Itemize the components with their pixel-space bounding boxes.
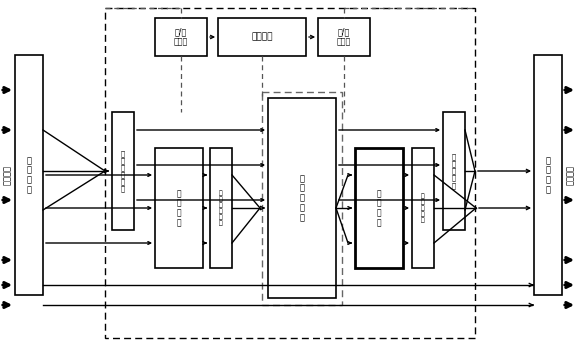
Bar [534,55,562,295]
Bar [15,55,43,295]
Bar [268,98,336,298]
Bar [443,112,465,230]
Text: 光
突
发
交
换: 光 突 发 交 换 [299,174,305,222]
Bar [112,112,134,230]
Bar [105,8,475,338]
Text: 输出光纤: 输出光纤 [565,165,575,185]
Text: 电/光
转换器: 电/光 转换器 [337,28,351,46]
Bar [355,148,403,268]
Text: 波
带
解
复
用
器: 波 带 解 复 用 器 [121,150,125,192]
Bar [412,148,434,268]
Bar [155,18,207,56]
Text: 波
长
解
复
用
器: 波 长 解 复 用 器 [219,190,223,226]
Text: 控制模块: 控制模块 [251,32,273,42]
Text: 光
纤
交
换: 光 纤 交 换 [545,156,550,194]
Text: 波
带
交
换: 波 带 交 换 [177,189,181,227]
Text: 波
带
复
用
器: 波 带 复 用 器 [452,154,456,188]
Text: 光/点
转换器: 光/点 转换器 [174,28,188,46]
Text: 波
带
交
换: 波 带 交 换 [377,189,381,227]
Bar [218,18,306,56]
Bar [318,18,370,56]
Bar [262,92,342,305]
Text: 波
带
复
用
器: 波 带 复 用 器 [421,193,425,223]
Bar [210,148,232,268]
Text: 光
纤
交
换: 光 纤 交 换 [27,156,32,194]
Bar [155,148,203,268]
Text: 输入光纤: 输入光纤 [2,165,12,185]
